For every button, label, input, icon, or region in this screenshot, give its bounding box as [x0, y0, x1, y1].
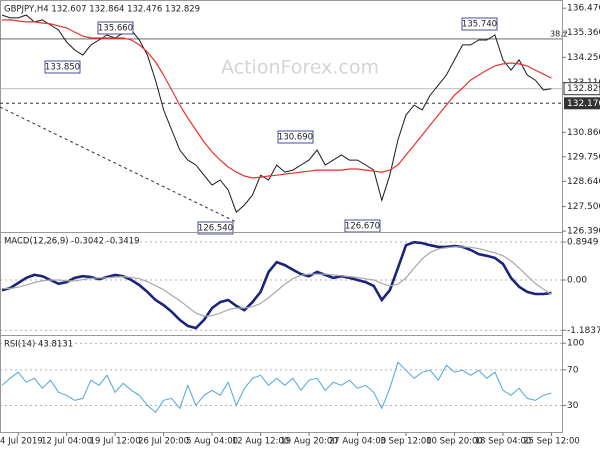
- watermark: ActionForex.com: [221, 57, 379, 79]
- series-line: [2, 246, 552, 317]
- series-line: [2, 19, 552, 179]
- y-tick-label: 136.470: [567, 4, 600, 14]
- annotation: 135.740: [462, 20, 497, 30]
- price-label: 132.829: [567, 84, 600, 94]
- x-tick-label: 12 Jul 04:00: [41, 437, 92, 447]
- x-tick-label: 25 Sep 12:00: [523, 437, 580, 447]
- support-label: 132.170: [567, 99, 600, 109]
- support-box: [564, 97, 600, 110]
- annotation: 126.540: [198, 224, 233, 234]
- series-line: [1, 240, 552, 330]
- x-tick-label: 12 Aug 12:00: [232, 437, 289, 447]
- x-tick-label: 5 Aug 04:00: [186, 437, 238, 447]
- annotation-box: [44, 60, 81, 74]
- y-tick-label: 127.500: [567, 202, 600, 212]
- price-box: [563, 82, 600, 96]
- annotation-box: [277, 130, 314, 144]
- series-line: [1, 361, 552, 414]
- annotation: 126.670: [345, 222, 380, 232]
- x-tick-label: 26 Jul 20:00: [138, 437, 189, 447]
- y-tick-label: 70: [567, 365, 579, 375]
- x-tick-label: 10 Sep 20:00: [426, 437, 483, 447]
- x-tick-label: 3 Sep 12:00: [380, 437, 431, 447]
- annotation: 133.850: [45, 63, 80, 73]
- panel-frame: [0, 335, 563, 433]
- y-tick-label: 135.360: [567, 28, 600, 38]
- annotation: 130.690: [278, 133, 313, 143]
- series-line: [1, 14, 552, 213]
- y-tick-label: 0.8949: [567, 238, 599, 248]
- annotation-box: [197, 221, 234, 235]
- y-tick-label: 129.750: [567, 152, 600, 162]
- x-tick-label: 27 Aug 04:00: [329, 437, 386, 447]
- x-tick-label: 19 Jul 12:00: [90, 437, 141, 447]
- annotation: 135.660: [98, 24, 133, 34]
- y-tick-label: 130.860: [567, 128, 600, 138]
- y-tick-label: -1.1837: [567, 326, 600, 336]
- y-tick-label: 100: [567, 339, 584, 349]
- y-tick-label: 0.00: [567, 276, 587, 286]
- y-tick-label: 128.640: [567, 177, 600, 187]
- annotation-box: [97, 21, 134, 35]
- panel-title: RSI(14) 43.8131: [4, 340, 73, 350]
- x-tick-label: 19 Aug 20:00: [280, 437, 337, 447]
- y-tick-label: 126.390: [567, 227, 600, 237]
- x-tick-label: 18 Sep 04:00: [475, 437, 532, 447]
- annotation-box: [461, 17, 498, 31]
- panel-title: MACD(12,26,9) -0.3042 -0.3419: [4, 237, 140, 247]
- y-tick-label: 134.250: [567, 53, 600, 63]
- fib-label: 38.2: [550, 29, 568, 38]
- trendline: [0, 106, 237, 223]
- y-tick-label: 30: [567, 401, 579, 411]
- panel-title: GBPJPY,H4 132.607 132.864 132.476 132.82…: [4, 5, 200, 15]
- panel-frame: [0, 0, 563, 233]
- x-tick-label: 4 Jul 2019: [0, 437, 43, 447]
